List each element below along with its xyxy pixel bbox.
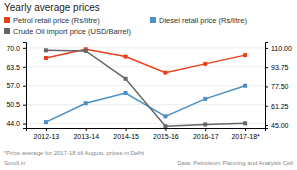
legend-label: Petrol retail price (Rs/litre) (13, 16, 100, 25)
y-tick-label: 63.5 (6, 64, 20, 71)
y2-tick: 45.00 (265, 122, 289, 129)
x-tick-mark (205, 128, 206, 131)
y-tick-label: 70.0 (6, 45, 20, 52)
y2-tick: 110.00 (265, 45, 292, 52)
x-tick-label: 2014-15 (113, 133, 139, 140)
series-line (46, 86, 245, 122)
point-marker (163, 71, 167, 75)
x-axis: 2012-13 2013-14 2014-15 2015-16 2016-17 2017-… (27, 128, 266, 140)
x-tick: 2013-14 (73, 128, 99, 140)
legend: Petrol retail price (Rs/litre) Diesel ret… (4, 16, 247, 36)
y2-tick: 77.50 (265, 83, 289, 90)
footnote: *Price average for 2017-18 till August, … (4, 150, 144, 156)
x-tick-mark (245, 128, 246, 131)
y-tick: 44.0 (6, 120, 26, 127)
point-marker (124, 91, 128, 95)
x-tick-label: 2013-14 (73, 133, 99, 140)
point-marker (44, 56, 48, 60)
x-tick: 2016-17 (193, 128, 219, 140)
y2-tick-label: 110.00 (271, 45, 292, 52)
grid (26, 48, 265, 124)
point-marker (124, 77, 128, 81)
y2-tick-mark (265, 86, 268, 87)
x-tick-label: 2017-18* (231, 133, 260, 140)
point-marker (84, 101, 88, 105)
y-tick-mark (23, 67, 26, 68)
point-marker (163, 124, 167, 128)
y-tick-label: 50.5 (6, 101, 20, 108)
point-marker (243, 53, 247, 57)
point-marker (163, 114, 167, 118)
x-tick: 2014-15 (113, 128, 139, 140)
y2-tick-label: 77.50 (271, 83, 289, 90)
series (44, 48, 247, 128)
y2-tick-label: 45.00 (271, 122, 289, 129)
legend-label: Diesel retail price (Rs/litre) (159, 16, 247, 25)
point-marker (124, 55, 128, 59)
y2-tick: 93.75 (265, 64, 289, 71)
y-tick: 70.0 (6, 45, 26, 52)
legend-swatch (4, 28, 10, 34)
y2-tick: 61.25 (265, 102, 289, 109)
y-tick: 50.5 (6, 101, 26, 108)
footnote: Scroll.in (4, 160, 25, 166)
x-axis-line (27, 129, 266, 132)
title: Yearly average prices (4, 2, 100, 13)
y-tick-mark (23, 86, 26, 87)
point-marker (44, 48, 48, 52)
point-marker (84, 49, 88, 53)
y2-tick-mark (265, 67, 268, 68)
chart: Yearly average prices Petrol retail price… (0, 0, 297, 170)
y-tick: 57.0 (6, 82, 26, 89)
point-marker (203, 122, 207, 126)
y-axis: 44.0 50.5 57.0 63.5 70.0 (6, 43, 26, 129)
y-axis-line (23, 43, 27, 129)
x-tick: 2017-18* (231, 128, 260, 140)
y2-tick-mark (265, 125, 268, 126)
y-tick-label: 44.0 (6, 120, 20, 127)
point-marker (243, 121, 247, 125)
x-tick: 2015-16 (153, 128, 179, 140)
y-tick: 63.5 (6, 64, 26, 71)
legend-swatch (4, 17, 10, 23)
x-tick-mark (126, 128, 127, 131)
y-tick-mark (23, 48, 26, 49)
x-tick-mark (165, 128, 166, 131)
y2-tick-mark (265, 106, 268, 107)
x-tick-mark (46, 128, 47, 131)
x-tick-label: 2016-17 (193, 133, 219, 140)
series-line (46, 50, 245, 126)
y2-axis: 45.00 61.25 77.50 93.75 110.00 (265, 43, 292, 129)
y2-tick-label: 61.25 (271, 102, 289, 109)
point-marker (203, 62, 207, 66)
series (44, 84, 247, 124)
y-tick-label: 57.0 (6, 82, 20, 89)
x-tick: 2012-13 (34, 128, 60, 140)
y-tick-mark (23, 105, 26, 106)
x-tick-label: 2012-13 (34, 133, 60, 140)
grid-line (26, 66, 265, 67)
y-tick-mark (23, 124, 26, 125)
legend-swatch (150, 17, 156, 23)
plot-area: 44.0 50.5 57.0 63.5 70.0 45.00 61.25 77.50 93.75… (6, 43, 292, 140)
y2-tick-label: 93.75 (271, 64, 289, 71)
x-tick-label: 2015-16 (153, 133, 179, 140)
point-marker (203, 97, 207, 101)
footnote: Data: Petroleum Planning and Analysis Ce… (177, 160, 293, 166)
legend-label: Crude Oil import price (USD/Barrel) (13, 27, 131, 36)
point-marker (243, 84, 247, 88)
y2-axis-line (266, 43, 269, 129)
grid-line (26, 47, 265, 48)
grid-line (26, 85, 265, 86)
series-line (46, 49, 245, 72)
y2-tick-mark (265, 48, 268, 49)
footnotes: *Price average for 2017-18 till August, … (4, 150, 293, 166)
point-marker (44, 120, 48, 124)
x-tick-mark (86, 128, 87, 131)
series-group (44, 47, 247, 128)
